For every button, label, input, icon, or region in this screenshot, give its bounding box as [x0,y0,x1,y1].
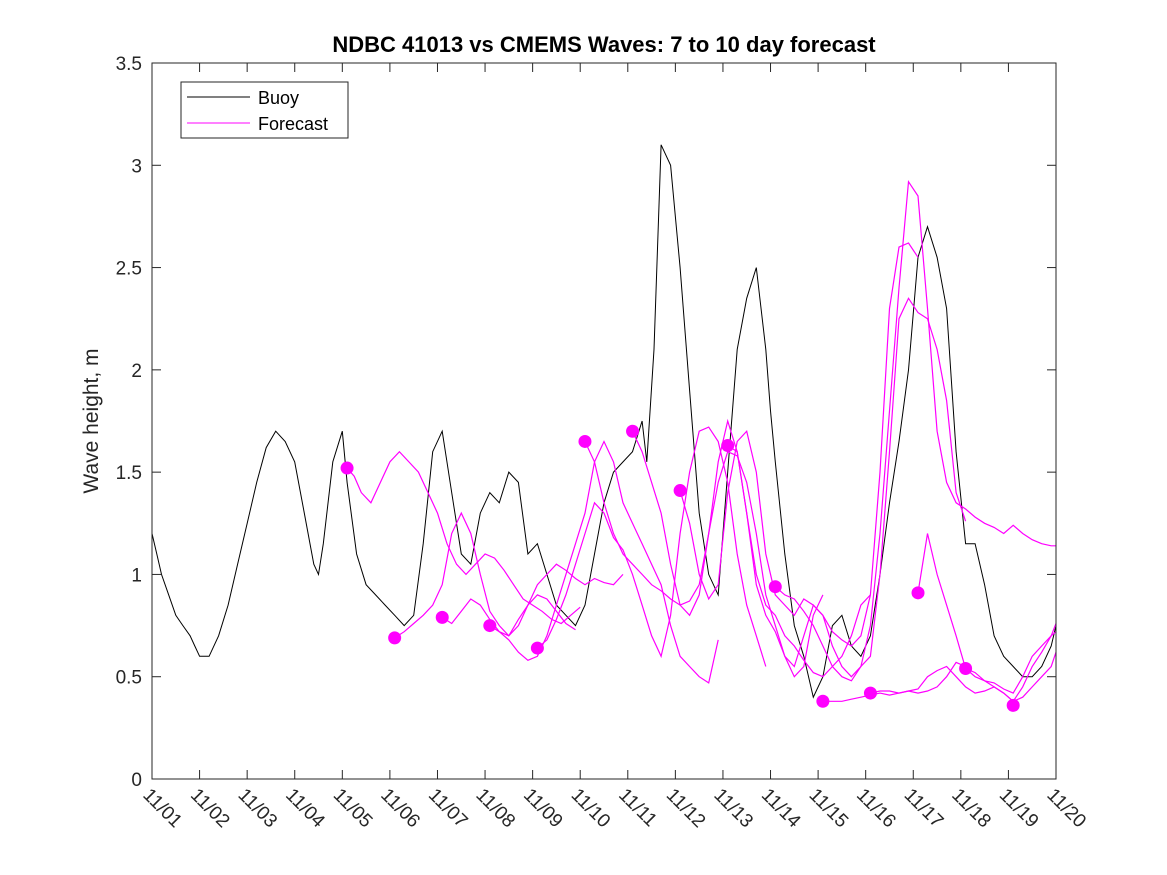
forecast-line-5 [537,426,767,667]
forecast-marker [483,619,497,633]
legend-box [180,81,349,139]
y-tick-label: 2 [131,361,142,382]
forecast-markers [340,424,1020,712]
forecast-line-13 [917,533,1057,694]
forecast-marker [578,434,592,448]
forecast-line-8 [679,242,919,647]
y-tick-label: 2.5 [116,259,142,280]
buoy-series [151,144,1057,699]
forecast-line-2 [394,511,576,639]
forecast-line-1 [346,450,581,625]
legend-label-buoy: Buoy [258,88,299,108]
forecast-marker [863,686,877,700]
y-tick-label: 1.5 [116,463,142,484]
y-tick-label: 3 [131,156,142,177]
forecast-line-3 [441,563,624,637]
legend: Buoy Forecast [180,81,349,139]
forecast-marker [721,439,735,453]
y-tick-label: 1 [131,565,142,586]
y-tick-label: 0.5 [116,668,142,689]
forecast-marker [816,694,830,708]
forecast-line-12 [870,652,1057,702]
forecast-marker [340,461,354,475]
axes [151,62,1057,780]
y-tick-label: 3.5 [116,54,142,75]
forecast-line-7 [631,418,871,678]
forecast-marker [626,424,640,438]
y-axis-label: Wave height, m [80,348,103,493]
y-tick-label: 0 [131,770,142,791]
buoy-line [151,144,1057,699]
forecast-marker [768,580,782,594]
axes-box [151,62,1057,780]
forecast-marker [911,586,925,600]
forecast-marker [1006,698,1020,712]
forecast-marker [959,662,973,676]
y-ticks: 0 0.5 1 1.5 2 2.5 3 3.5 [116,54,1056,791]
forecast-marker [388,631,402,645]
forecast-marker [435,610,449,624]
forecast-line-10 [774,179,1056,682]
legend-label-forecast: Forecast [258,114,328,134]
chart-title: NDBC 41013 vs CMEMS Waves: 7 to 10 day f… [332,32,876,57]
forecast-marker [673,484,687,498]
forecast-line-11 [822,661,966,702]
plot-area [152,63,1056,779]
forecast-line-9 [727,297,967,678]
forecast-marker [530,641,544,655]
forecast-line-4 [489,440,719,684]
